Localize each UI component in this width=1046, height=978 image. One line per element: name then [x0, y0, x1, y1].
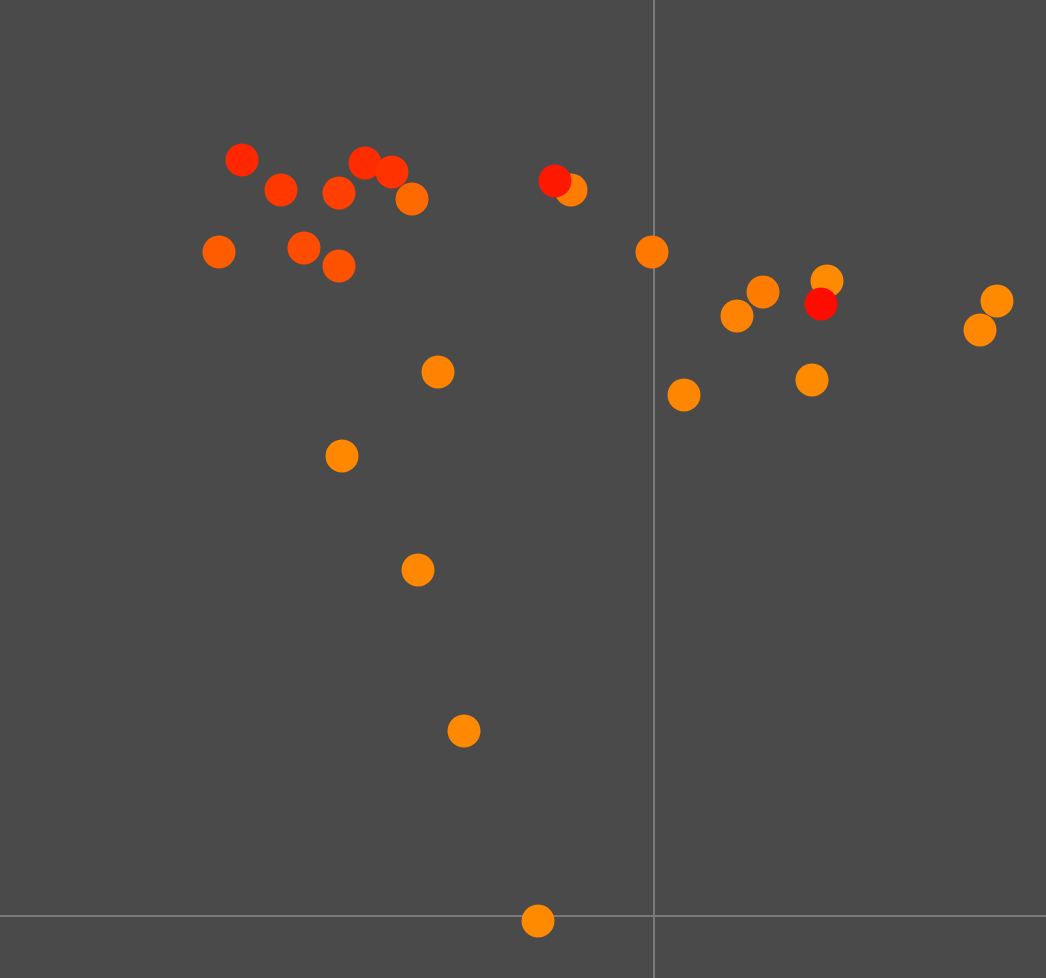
point: [538, 164, 572, 198]
point: [202, 235, 236, 269]
point: [322, 249, 356, 283]
point: [635, 235, 669, 269]
point: [421, 355, 455, 389]
point: [795, 363, 829, 397]
point: [375, 155, 409, 189]
point: [264, 173, 298, 207]
point: [746, 275, 780, 309]
point: [287, 231, 321, 265]
point: [447, 714, 481, 748]
point: [395, 182, 429, 216]
point: [325, 439, 359, 473]
point: [348, 146, 382, 180]
point: [401, 553, 435, 587]
point: [667, 378, 701, 412]
point: [322, 176, 356, 210]
point: [720, 299, 754, 333]
point: [521, 904, 555, 938]
point: [963, 313, 997, 347]
point: [225, 143, 259, 177]
point: [980, 284, 1014, 318]
point: [804, 287, 838, 321]
